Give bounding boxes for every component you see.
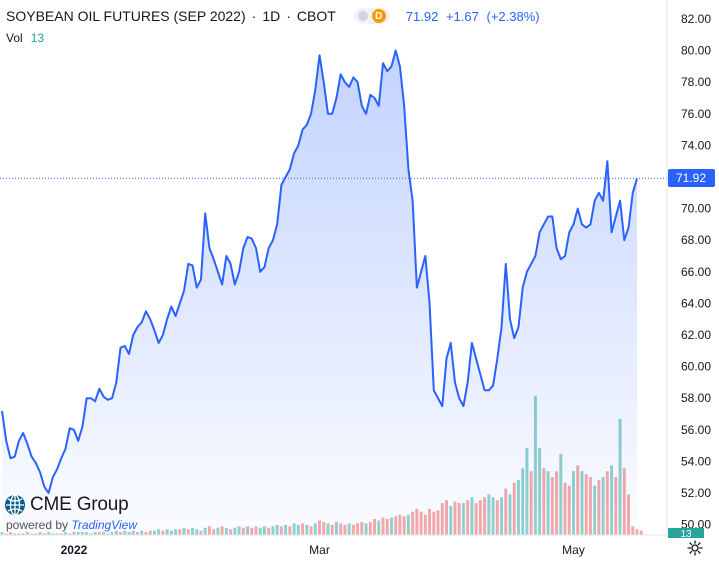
price-tick-label: 70.00 bbox=[681, 202, 711, 216]
price-tick-label: 64.00 bbox=[681, 296, 711, 310]
time-tick-label: 2022 bbox=[61, 543, 88, 557]
price-tick-label: 76.00 bbox=[681, 107, 711, 121]
price-tick-label: 82.00 bbox=[681, 12, 711, 26]
cme-logo-text: CME Group bbox=[30, 494, 129, 515]
volume-bar bbox=[639, 530, 643, 535]
last-price-badge: 71.92 bbox=[668, 169, 715, 187]
price-tick-label: 62.00 bbox=[681, 328, 711, 342]
volume-value: 13 bbox=[30, 31, 45, 45]
price-tick-label: 78.00 bbox=[681, 75, 711, 89]
exchange-label: CBOT bbox=[296, 8, 336, 24]
price-tick-label: 74.00 bbox=[681, 138, 711, 152]
price-tick-label: 58.00 bbox=[681, 391, 711, 405]
dot-icon bbox=[357, 11, 368, 21]
price-change-percent: (+2.38%) bbox=[486, 8, 540, 24]
cme-globe-icon bbox=[5, 494, 25, 516]
legend-header: SOYBEAN OIL FUTURES (SEP 2022) · 1D · CB… bbox=[6, 7, 544, 25]
delayed-badge: D bbox=[371, 9, 386, 23]
powered-by[interactable]: powered by TradingView bbox=[6, 518, 137, 532]
time-axis[interactable]: 2022MarMayJulSep bbox=[61, 543, 719, 557]
price-line bbox=[1, 49, 638, 494]
last-price: 71.92 bbox=[405, 8, 439, 24]
symbol-title[interactable]: SOYBEAN OIL FUTURES (SEP 2022) bbox=[6, 8, 246, 24]
quote: 71.92 +1.67 (+2.38%) bbox=[406, 9, 544, 24]
volume-badge-text: 13 bbox=[680, 529, 692, 540]
price-tick-label: 66.00 bbox=[681, 265, 711, 279]
cme-logo: CME Group bbox=[4, 494, 129, 516]
interval-label[interactable]: 1D bbox=[262, 8, 281, 24]
price-tick-label: 52.00 bbox=[681, 486, 711, 500]
volume-badge: 13 bbox=[668, 528, 704, 540]
tradingview-link[interactable]: TradingView bbox=[71, 518, 137, 532]
price-tick-label: 80.00 bbox=[681, 44, 711, 58]
market-status-badge[interactable]: D bbox=[353, 8, 390, 24]
price-tick-label: 56.00 bbox=[681, 423, 711, 437]
last-price-badge-text: 71.92 bbox=[676, 171, 706, 185]
price-change: +1.67 bbox=[445, 8, 479, 24]
separator: · bbox=[251, 8, 257, 24]
powered-by-label: powered by bbox=[6, 518, 69, 532]
price-tick-label: 68.00 bbox=[681, 233, 711, 247]
price-axis[interactable]: 50.0052.0054.0056.0058.0060.0062.0064.00… bbox=[681, 12, 711, 532]
volume-legend[interactable]: Vol 13 bbox=[6, 31, 44, 45]
price-tick-label: 54.00 bbox=[681, 454, 711, 468]
time-tick-label: Mar bbox=[309, 543, 330, 557]
time-tick-label: May bbox=[562, 543, 585, 557]
gear-icon[interactable] bbox=[687, 540, 703, 556]
volume-label: Vol bbox=[6, 31, 23, 45]
separator: · bbox=[286, 8, 291, 24]
price-area bbox=[2, 50, 637, 535]
price-tick-label: 60.00 bbox=[681, 360, 711, 374]
